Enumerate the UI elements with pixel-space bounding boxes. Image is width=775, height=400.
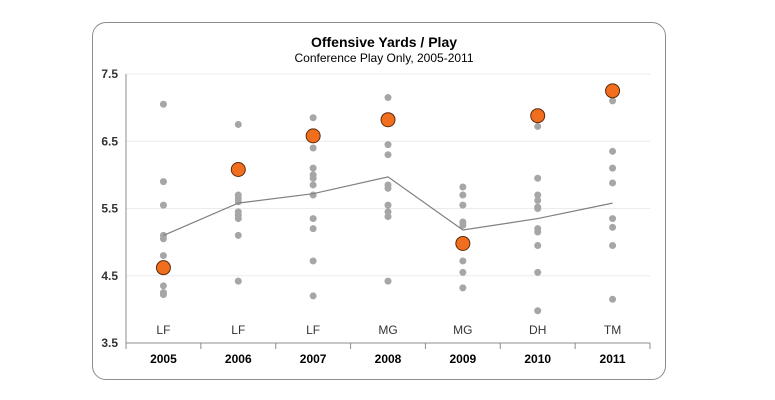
gray-point: [534, 228, 542, 236]
gray-point: [309, 215, 317, 223]
gray-point: [459, 221, 467, 229]
gray-point: [309, 292, 317, 300]
gray-point: [609, 164, 617, 172]
x-tick-label: 2008: [375, 352, 402, 366]
gray-point: [609, 223, 617, 231]
gray-point: [384, 141, 392, 149]
gray-point: [309, 225, 317, 233]
category-label: LF: [231, 323, 245, 337]
category-label: MG: [378, 323, 397, 337]
gray-point: [309, 164, 317, 172]
gray-point: [609, 241, 617, 249]
gray-point: [534, 205, 542, 212]
gray-point: [384, 201, 392, 209]
highlight-point: [455, 235, 471, 251]
gray-point: [609, 179, 617, 187]
gray-point: [309, 114, 317, 122]
gray-point: [609, 215, 617, 223]
gray-point: [384, 94, 392, 102]
category-label: LF: [306, 323, 320, 337]
average-line-layer: [163, 176, 613, 236]
x-tick-label: 2007: [300, 352, 327, 366]
gray-point: [309, 144, 317, 152]
axes: [125, 74, 651, 349]
highlight-point: [230, 161, 246, 177]
gray-point: [159, 291, 167, 299]
gray-point: [159, 282, 167, 290]
category-labels: LF LF LF MG MG DH TM: [156, 323, 621, 337]
average-line: [163, 176, 613, 236]
gray-point: [234, 231, 242, 239]
gray-point: [159, 252, 167, 260]
x-tick-label: 2005: [150, 352, 177, 366]
gray-point: [234, 120, 242, 128]
gray-point: [159, 201, 167, 209]
gray-point: [159, 235, 167, 243]
y-tick-label: 6.5: [101, 134, 118, 148]
x-tick-label: 2009: [450, 352, 477, 366]
orange-points: [155, 83, 621, 276]
y-tick-labels: 3.5 4.5 5.5 6.5 7.5: [101, 67, 118, 350]
x-tick-label: 2010: [524, 352, 551, 366]
gray-point: [534, 174, 542, 182]
gray-point: [309, 174, 317, 182]
gray-point: [309, 257, 317, 265]
highlight-point: [305, 128, 321, 144]
gray-point: [534, 268, 542, 276]
y-tick-label: 3.5: [101, 336, 118, 350]
gray-point: [459, 183, 467, 191]
gray-point: [459, 201, 467, 209]
gray-point: [534, 241, 542, 249]
highlight-point: [380, 112, 396, 128]
chart-subtitle: Conference Play Only, 2005-2011: [295, 51, 474, 65]
chart-frame: [92, 22, 666, 380]
gray-point: [234, 215, 242, 223]
category-label: MG: [453, 323, 472, 337]
gray-point: [609, 295, 617, 303]
gray-point: [534, 196, 542, 204]
y-tick-label: 7.5: [101, 67, 118, 81]
gray-point: [384, 184, 392, 192]
gray-point: [384, 151, 392, 159]
gray-point: [384, 277, 392, 285]
highlight-point: [530, 108, 546, 124]
highlight-point: [155, 260, 171, 276]
gray-point: [309, 181, 317, 189]
gray-point: [159, 178, 167, 186]
y-tick-label: 4.5: [101, 269, 118, 283]
gray-point: [234, 277, 242, 285]
gray-points: [159, 94, 617, 315]
gridlines: [126, 73, 650, 277]
gray-point: [609, 147, 617, 155]
x-tick-label: 2011: [600, 352, 626, 366]
gray-point: [159, 100, 167, 108]
x-tick-label: 2006: [225, 352, 252, 366]
highlight-point: [605, 83, 621, 99]
y-tick-label: 5.5: [101, 202, 118, 216]
gray-point: [459, 191, 467, 199]
gray-point: [534, 307, 542, 315]
category-label: LF: [156, 323, 170, 337]
category-label: DH: [529, 323, 546, 337]
gray-point: [609, 97, 617, 105]
gray-point: [534, 122, 542, 130]
gray-point: [534, 191, 542, 199]
gray-point: [459, 257, 467, 265]
gray-point: [459, 284, 467, 292]
gray-point: [459, 268, 467, 276]
chart-title: Offensive Yards / Play: [311, 34, 457, 50]
gray-point: [384, 213, 392, 221]
x-tick-labels: 2005 2006 2007 2008 2009 2010 2011: [150, 352, 626, 366]
category-label: TM: [604, 323, 621, 337]
